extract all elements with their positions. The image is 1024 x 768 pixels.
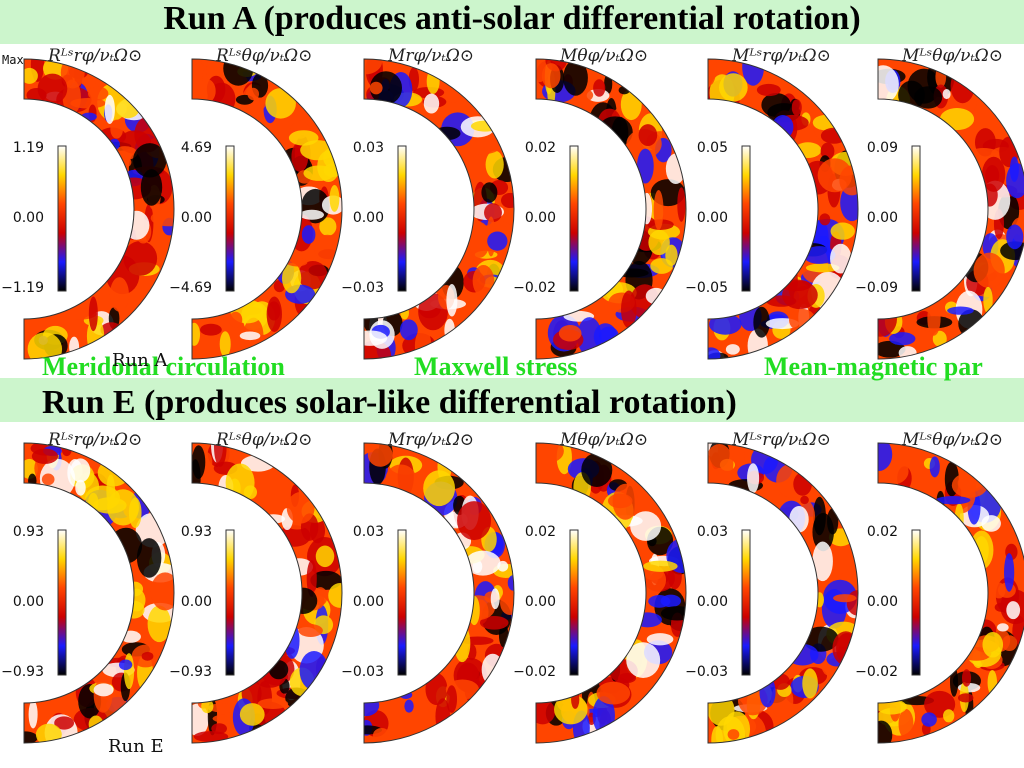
meridional-circulation-label: Meridonal circulation (42, 352, 285, 381)
panel-title: Mθφ/νₜΩ⊙ (560, 46, 649, 66)
colorbar (911, 145, 921, 292)
colorbar-tick-mid: 0.00 (180, 210, 212, 226)
colorbar (57, 529, 67, 676)
colorbar (569, 529, 579, 676)
colorbar-tick-top: 0.03 (352, 524, 384, 540)
panel-title: Rᴸˢθφ/νₜΩ⊙ (216, 46, 313, 66)
run-e-title-band (0, 378, 1024, 422)
colorbar-tick-top: 0.93 (12, 524, 44, 540)
meridional-plane-map (363, 442, 515, 744)
colorbar-tick-bot: −0.09 (855, 280, 898, 296)
colorbar-tick-top: 4.69 (180, 140, 212, 156)
colorbar-tick-mid: 0.00 (12, 210, 44, 226)
run-a-title-band (0, 0, 1024, 44)
colorbar-tick-bot: −0.05 (685, 280, 728, 296)
run-a-panel-5: Mᴸˢrφ/νₜΩ⊙ 0.05 0.00 −0.05 (685, 44, 859, 374)
panel-title: Mᴸˢθφ/νₜΩ⊙ (902, 430, 1003, 450)
colorbar-tick-mid: 0.00 (12, 594, 44, 610)
meridional-plane-map (707, 58, 859, 360)
meridional-plane-map (535, 442, 687, 744)
colorbar (569, 145, 579, 292)
meridional-plane-map (23, 58, 175, 360)
panel-title: Mθφ/νₜΩ⊙ (560, 430, 649, 450)
panel-title: Rᴸˢrφ/νₜΩ⊙ (48, 430, 143, 450)
colorbar-tick-mid: 0.00 (524, 594, 556, 610)
panel-title: Mᴸˢrφ/νₜΩ⊙ (732, 430, 831, 450)
panel-title: Mrφ/νₜΩ⊙ (388, 46, 475, 66)
run-a-panel-3: Mrφ/νₜΩ⊙ 0.03 0.00 −0.03 (341, 44, 515, 374)
colorbar (397, 145, 407, 292)
meridional-plane-map (877, 58, 1024, 360)
run-e-title: Run E (produces solar-like differential … (42, 384, 737, 421)
colorbar-tick-top: 0.03 (352, 140, 384, 156)
colorbar (225, 529, 235, 676)
run-e-panel-1: Rᴸˢrφ/νₜΩ⊙ 0.93 0.00 −0.93 (1, 428, 175, 758)
colorbar-tick-bot: −1.19 (1, 280, 44, 296)
run-a-panel-4: Mθφ/νₜΩ⊙ 0.02 0.00 −0.02 (513, 44, 687, 374)
meridional-plane-map (707, 442, 859, 744)
colorbar-tick-top: 0.02 (866, 524, 898, 540)
run-a-panel-6: Mᴸˢθφ/νₜΩ⊙ 0.09 0.00 −0.09 (855, 44, 1024, 374)
colorbar-tick-top: 0.03 (696, 524, 728, 540)
run-e-panel-4: Mθφ/νₜΩ⊙ 0.02 0.00 −0.02 (513, 428, 687, 758)
colorbar-tick-top: 0.93 (180, 524, 212, 540)
colorbar-tick-mid: 0.00 (180, 594, 212, 610)
colorbar-tick-mid: 0.00 (524, 210, 556, 226)
colorbar-tick-mid: 0.00 (352, 210, 384, 226)
colorbar-tick-bot: −4.69 (169, 280, 212, 296)
panel-title: Mrφ/νₜΩ⊙ (388, 430, 475, 450)
meridional-plane-map (535, 58, 687, 360)
colorbar-tick-top: 0.09 (866, 140, 898, 156)
colorbar-tick-bot: −0.03 (341, 280, 384, 296)
colorbar (225, 145, 235, 292)
colorbar (741, 529, 751, 676)
colorbar-tick-top: 0.05 (696, 140, 728, 156)
run-e-panel-5: Mᴸˢrφ/νₜΩ⊙ 0.03 0.00 −0.03 (685, 428, 859, 758)
colorbar-tick-bot: −0.93 (1, 664, 44, 680)
run-e-panel-3: Mrφ/νₜΩ⊙ 0.03 0.00 −0.03 (341, 428, 515, 758)
meridional-plane-map (191, 58, 343, 360)
run-e-panel-2: Rᴸˢθφ/νₜΩ⊙ 0.93 0.00 −0.93 (169, 428, 343, 758)
run-e-label: Run E (108, 736, 164, 757)
max-label: Max (2, 53, 24, 67)
run-a-panel-2: Rᴸˢθφ/νₜΩ⊙ 4.69 0.00 −4.69 (169, 44, 343, 374)
meridional-plane-map (23, 442, 175, 744)
meridional-plane-map (363, 58, 515, 360)
panel-title: Rᴸˢrφ/νₜΩ⊙ (48, 46, 143, 66)
colorbar-tick-top: 0.02 (524, 140, 556, 156)
mean-magnetic-label: Mean-magnetic par (764, 352, 983, 381)
colorbar-tick-bot: −0.02 (855, 664, 898, 680)
colorbar-tick-top: 0.02 (524, 524, 556, 540)
colorbar-tick-bot: −0.02 (513, 664, 556, 680)
colorbar-tick-mid: 0.00 (352, 594, 384, 610)
colorbar (911, 529, 921, 676)
colorbar-tick-mid: 0.00 (696, 210, 728, 226)
colorbar (397, 529, 407, 676)
colorbar (57, 145, 67, 292)
colorbar-tick-bot: −0.02 (513, 280, 556, 296)
colorbar-tick-bot: −0.93 (169, 664, 212, 680)
colorbar-tick-bot: −0.03 (685, 664, 728, 680)
colorbar-tick-mid: 0.00 (866, 210, 898, 226)
maxwell-stress-label: Maxwell stress (414, 352, 578, 381)
colorbar-tick-mid: 0.00 (696, 594, 728, 610)
colorbar-tick-top: 1.19 (12, 140, 44, 156)
run-e-panel-6: Mᴸˢθφ/νₜΩ⊙ 0.02 0.00 −0.02 (855, 428, 1024, 758)
meridional-plane-map (191, 442, 343, 744)
colorbar (741, 145, 751, 292)
colorbar-tick-mid: 0.00 (866, 594, 898, 610)
run-a-title: Run A (produces anti-solar differential … (163, 0, 861, 37)
panel-title: Mᴸˢθφ/νₜΩ⊙ (902, 46, 1003, 66)
panel-title: Mᴸˢrφ/νₜΩ⊙ (732, 46, 831, 66)
run-a-panel-1: Rᴸˢrφ/νₜΩ⊙ 1.19 0.00 −1.19 (1, 44, 175, 374)
panel-title: Rᴸˢθφ/νₜΩ⊙ (216, 430, 313, 450)
colorbar-tick-bot: −0.03 (341, 664, 384, 680)
meridional-plane-map (877, 442, 1024, 744)
run-a-label: Run A (112, 350, 168, 371)
